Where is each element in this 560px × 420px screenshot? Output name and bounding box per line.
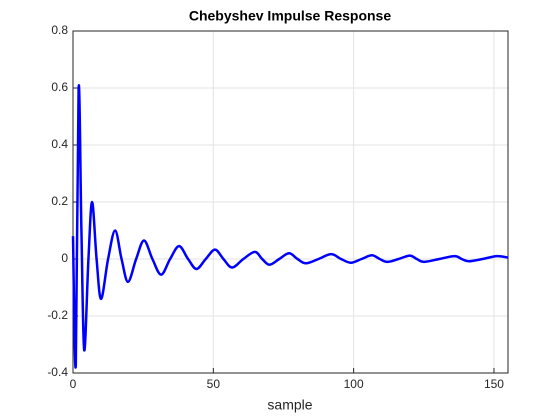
y-tick-label: 0 [61, 251, 68, 265]
x-tick-label: 50 [207, 377, 221, 391]
plot-frame [72, 30, 509, 374]
data-line [71, 84, 509, 369]
y-tick-label: -0.4 [47, 365, 68, 379]
x-tick-label: 0 [70, 377, 77, 391]
y-tick-label: 0.6 [51, 80, 68, 94]
y-tick-label: 0.8 [51, 23, 68, 37]
x-axis-label: sample [267, 397, 312, 413]
y-tick-label: 0.4 [51, 137, 68, 151]
y-tick-label: -0.2 [47, 308, 68, 322]
x-tick-label: 100 [344, 377, 364, 391]
x-tick-label: 150 [484, 377, 504, 391]
chart-title: Chebyshev Impulse Response [189, 8, 392, 24]
y-tick-label: 0.2 [51, 194, 68, 208]
